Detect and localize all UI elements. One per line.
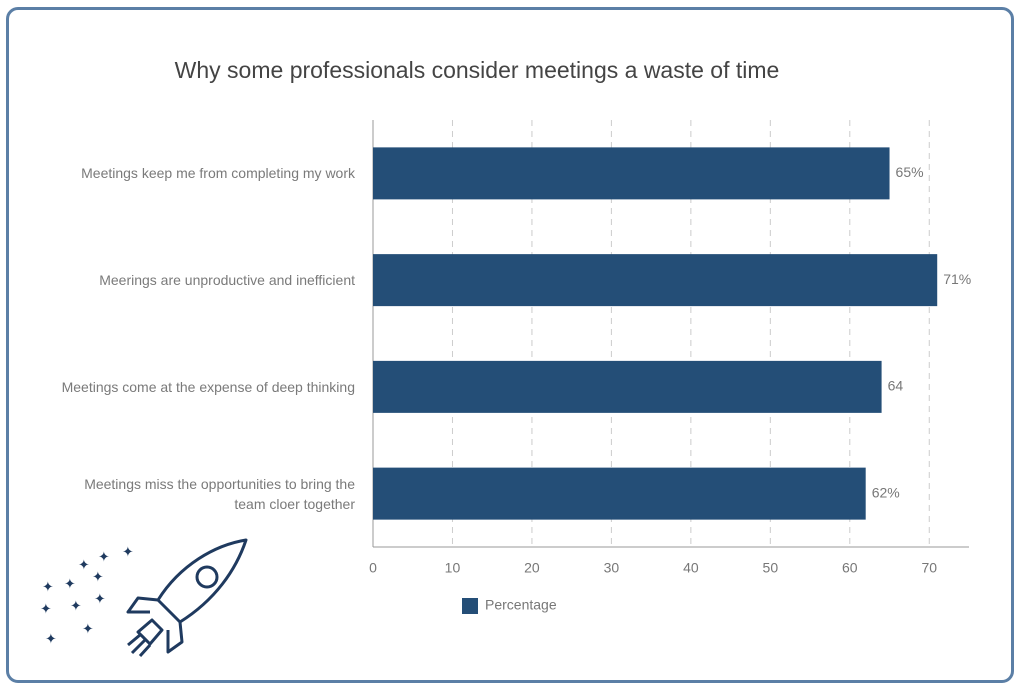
svg-text:✦: ✦ xyxy=(82,621,94,637)
bar xyxy=(373,360,882,413)
x-tick-label: 70 xyxy=(921,560,937,576)
x-tick-label: 40 xyxy=(683,560,699,576)
bar xyxy=(373,147,890,200)
bar xyxy=(373,254,938,307)
svg-text:✦: ✦ xyxy=(98,549,110,565)
rocket-icon xyxy=(126,538,248,658)
svg-text:✦: ✦ xyxy=(64,576,76,592)
chart-title: Why some professionals consider meetings… xyxy=(175,57,780,83)
x-tick-label: 30 xyxy=(604,560,620,576)
svg-text:✦: ✦ xyxy=(78,557,90,573)
frame xyxy=(6,7,1014,683)
x-tick-label: 50 xyxy=(763,560,779,576)
svg-text:✦: ✦ xyxy=(92,569,104,585)
y-tick-label: Meerings are unproductive and inefficien… xyxy=(99,272,355,289)
legend-swatch xyxy=(462,598,478,614)
y-tick-label: Meetings come at the expense of deep thi… xyxy=(61,378,355,395)
bar xyxy=(373,467,866,520)
stars: ✦✦ ✦✦ ✦✦ ✦✦ ✦✦ ✦ xyxy=(40,544,134,647)
y-tick-label: Meetings keep me from completing my work xyxy=(81,165,355,182)
data-label: 71% xyxy=(943,271,971,287)
svg-text:✦: ✦ xyxy=(42,579,54,595)
legend-label: Percentage xyxy=(485,597,557,613)
x-tick-label: 0 xyxy=(369,560,377,576)
data-label: 65% xyxy=(896,164,924,180)
data-label: 64 xyxy=(888,378,904,394)
svg-text:✦: ✦ xyxy=(94,591,106,607)
svg-text:✦: ✦ xyxy=(45,631,57,647)
data-label: 62% xyxy=(872,484,900,500)
svg-text:✦: ✦ xyxy=(70,598,82,614)
svg-text:✦: ✦ xyxy=(122,544,134,560)
x-tick-label: 60 xyxy=(842,560,858,576)
y-tick-label: Meetings miss the opportunities to bring… xyxy=(84,475,355,512)
x-tick-label: 10 xyxy=(445,560,461,576)
svg-text:✦: ✦ xyxy=(40,601,52,617)
x-tick-label: 20 xyxy=(524,560,540,576)
